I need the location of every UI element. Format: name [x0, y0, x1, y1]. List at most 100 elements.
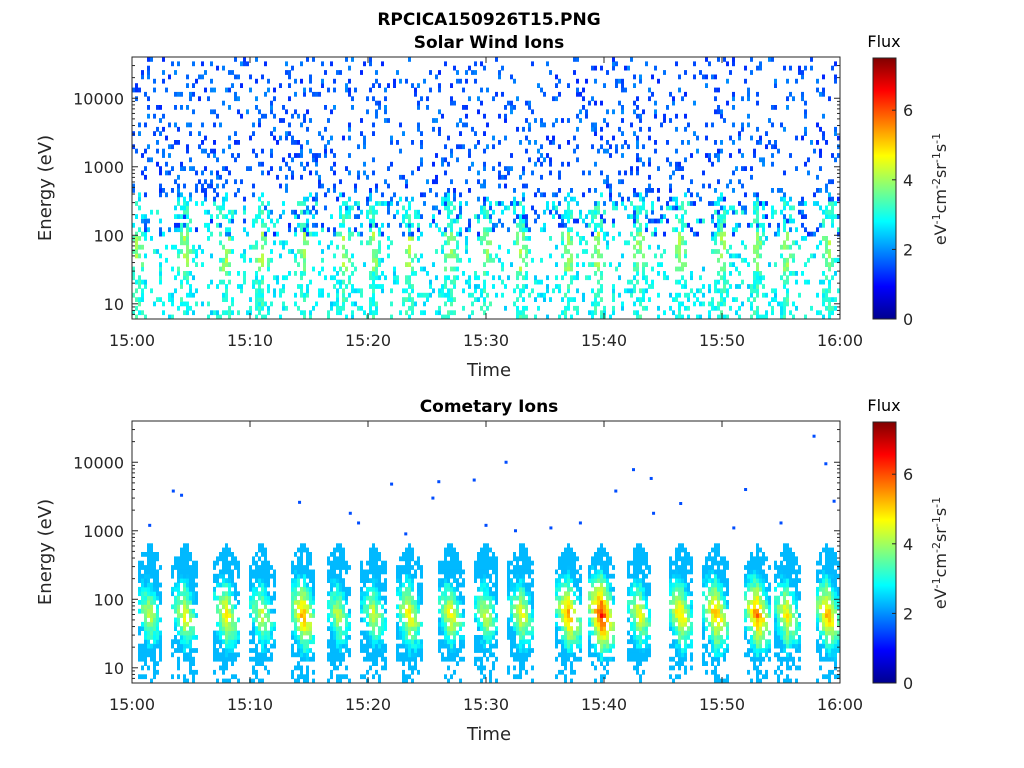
- heatmap-cell: [450, 100, 453, 106]
- heatmap-cell: [408, 595, 411, 601]
- heatmap-cell: [189, 617, 192, 623]
- heatmap-cell: [234, 74, 237, 80]
- heatmap-cell: [147, 652, 150, 658]
- heatmap-cell: [558, 565, 561, 570]
- heatmap-cell: [480, 556, 483, 562]
- heatmap-cell: [177, 174, 180, 180]
- heatmap-cell: [639, 249, 642, 254]
- heatmap-cell: [549, 161, 552, 167]
- heatmap-cell: [495, 569, 498, 575]
- heatmap-cell: [810, 140, 813, 145]
- heatmap-cell: [234, 635, 237, 640]
- heatmap-cell: [399, 174, 402, 180]
- heatmap-cell: [294, 626, 297, 631]
- heatmap-cell: [435, 174, 438, 180]
- heatmap-cell: [255, 569, 258, 575]
- heatmap-cell: [225, 297, 228, 302]
- heatmap-cell: [786, 266, 789, 272]
- heatmap-cell: [636, 105, 639, 110]
- heatmap-cell: [234, 179, 237, 185]
- heatmap-cell: [636, 279, 639, 285]
- heatmap-cell: [384, 109, 387, 115]
- heatmap-cell: [411, 626, 414, 631]
- heatmap-cell: [678, 161, 681, 167]
- heatmap-cell: [375, 669, 378, 675]
- heatmap-cell: [756, 140, 759, 145]
- heatmap-cell: [138, 608, 141, 614]
- heatmap-cell: [333, 231, 336, 237]
- heatmap-cell: [468, 65, 471, 71]
- heatmap-cell: [528, 648, 531, 653]
- heatmap-cell: [252, 569, 255, 575]
- heatmap-cell: [372, 556, 375, 562]
- heatmap-cell: [180, 301, 183, 307]
- heatmap-cell: [339, 552, 342, 557]
- heatmap-cell: [561, 560, 564, 566]
- heatmap-cell: [363, 161, 366, 167]
- heatmap-cell: [345, 249, 348, 254]
- heatmap-cell: [444, 201, 447, 206]
- heatmap-cell: [363, 144, 366, 150]
- heatmap-cell: [258, 578, 261, 583]
- heatmap-cell: [189, 166, 192, 171]
- heatmap-cell: [213, 140, 216, 145]
- heatmap-cell: [600, 314, 603, 320]
- heatmap-cell: [765, 201, 768, 206]
- heatmap-cell: [510, 201, 513, 206]
- heatmap-cell: [588, 262, 591, 267]
- heatmap-cell: [525, 669, 528, 675]
- heatmap-cell: [459, 227, 462, 233]
- heatmap-cell: [348, 613, 351, 618]
- heatmap-cell: [816, 87, 819, 93]
- heatmap-cell: [501, 279, 504, 285]
- heatmap-cell: [330, 621, 333, 627]
- heatmap-cell: [354, 214, 357, 219]
- heatmap-cell: [309, 279, 312, 285]
- heatmap-cell: [606, 148, 609, 154]
- heatmap-cell: [357, 288, 360, 294]
- heatmap-cell: [576, 231, 579, 237]
- heatmap-cell: [381, 595, 384, 601]
- heatmap-cell: [525, 626, 528, 631]
- heatmap-cell: [330, 648, 333, 653]
- heatmap-cell: [228, 608, 231, 614]
- heatmap-cell: [816, 227, 819, 233]
- heatmap-cell: [483, 209, 486, 215]
- heatmap-cell: [222, 166, 225, 171]
- heatmap-cell: [378, 100, 381, 106]
- heatmap-cell: [333, 595, 336, 601]
- heatmap-cell: [480, 292, 483, 298]
- heatmap-cell: [786, 201, 789, 206]
- heatmap-cell: [300, 227, 303, 233]
- heatmap-cell: [807, 157, 810, 163]
- heatmap-cell: [540, 227, 543, 233]
- heatmap-cell: [795, 135, 798, 141]
- heatmap-cell: [753, 279, 756, 285]
- heatmap-cell: [834, 214, 837, 219]
- heatmap-cell: [183, 547, 186, 553]
- heatmap-cell: [378, 678, 381, 684]
- heatmap-cell: [219, 582, 222, 588]
- heatmap-cell: [747, 113, 750, 119]
- heatmap-cell: [246, 310, 249, 316]
- heatmap-cell: [372, 83, 375, 88]
- heatmap-cell: [420, 565, 423, 570]
- heatmap-cell: [501, 209, 504, 215]
- heatmap-cell: [228, 87, 231, 93]
- heatmap-cell: [531, 678, 534, 684]
- heatmap-cell: [297, 305, 300, 311]
- heatmap-cell: [600, 218, 603, 224]
- heatmap-cell: [312, 57, 315, 62]
- heatmap-cell: [216, 170, 219, 176]
- heatmap-cell: [186, 595, 189, 601]
- heatmap-cell: [465, 240, 468, 246]
- heatmap-cell: [261, 74, 264, 80]
- heatmap-cell: [519, 569, 522, 575]
- heatmap-cell: [252, 648, 255, 653]
- heatmap-cell: [228, 630, 231, 636]
- heatmap-cell: [405, 586, 408, 592]
- heatmap-cell: [408, 236, 411, 241]
- heatmap-cell: [753, 310, 756, 316]
- heatmap-cell: [600, 284, 603, 289]
- heatmap-cell: [345, 266, 348, 272]
